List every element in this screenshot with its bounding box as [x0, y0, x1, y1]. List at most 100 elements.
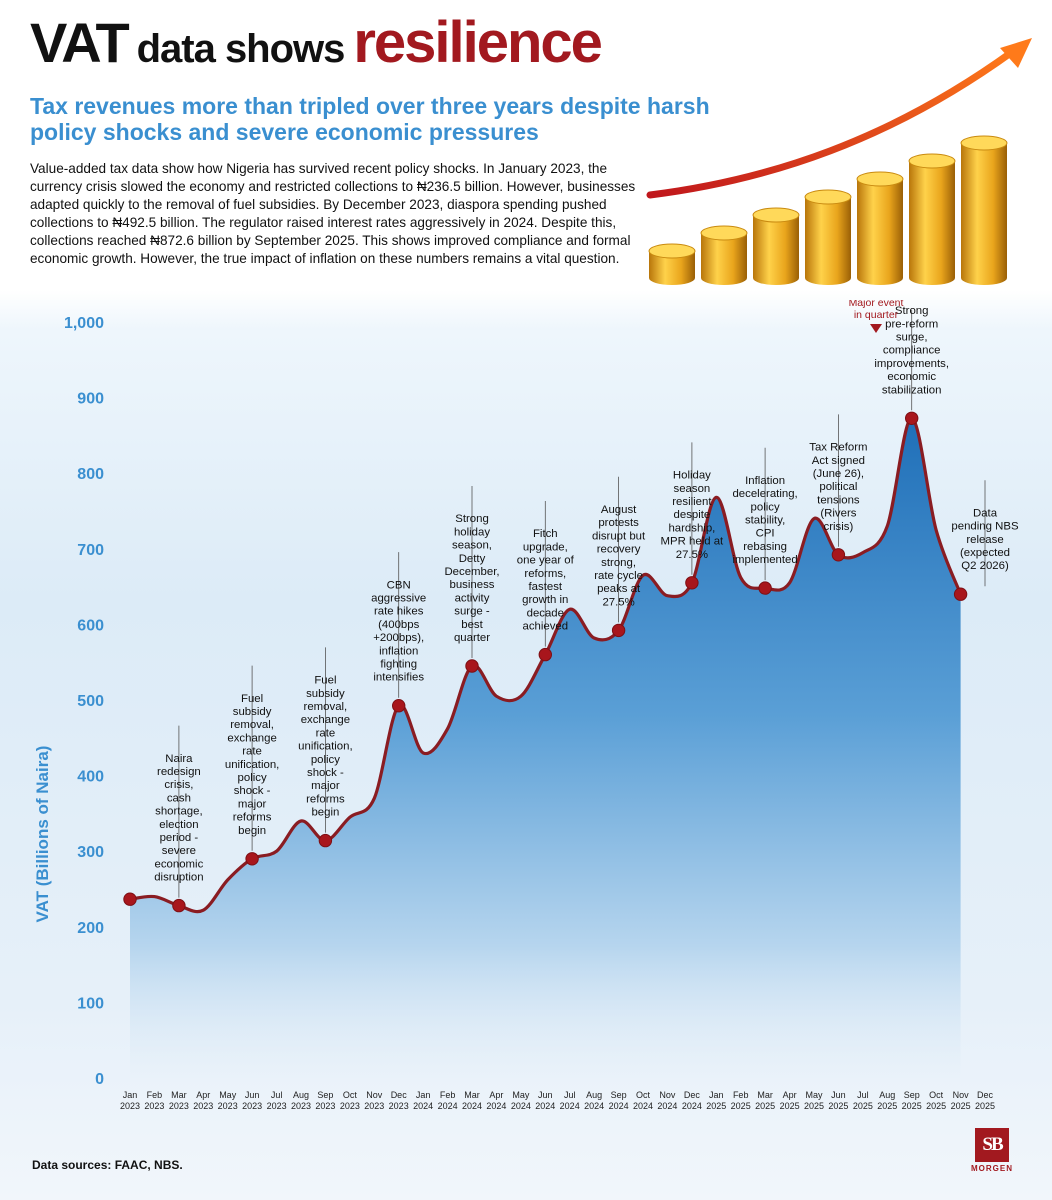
event-annotation: Strong holiday season, Detty December, busine…: [444, 513, 499, 644]
x-tick-label: Mar 2023: [169, 1090, 189, 1111]
x-tick-label: Sep 2024: [609, 1090, 629, 1111]
event-marker: [392, 699, 406, 713]
logo-mark: SB: [975, 1128, 1009, 1162]
y-axis-label: VAT (Billions of Naira): [33, 746, 52, 923]
x-tick-label: Dec 2024: [682, 1090, 702, 1111]
event-annotation: Fitch upgrade, one year of reforms, fastest g…: [517, 528, 575, 632]
event-marker: [685, 576, 699, 590]
y-tick-label: 500: [77, 693, 104, 710]
y-tick-label: 400: [77, 769, 104, 786]
x-tick-label: Dec 2025: [975, 1090, 995, 1111]
x-tick-label: Jan 2025: [706, 1090, 726, 1111]
x-tick-label: Feb 2023: [144, 1090, 164, 1111]
y-tick-label: 900: [77, 391, 104, 408]
x-tick-label: Jun 2024: [535, 1090, 555, 1111]
event-marker: [245, 852, 259, 866]
coin-stack: [752, 207, 800, 285]
event-marker: [172, 898, 186, 913]
lead-paragraph: Value-added tax data show how Nigeria ha…: [30, 161, 636, 266]
x-tick-label: Aug 2024: [584, 1090, 604, 1111]
x-tick-label: Jan 2023: [120, 1090, 140, 1111]
y-tick-label: 1,000: [64, 315, 104, 332]
x-tick-label: Apr 2023: [193, 1090, 213, 1111]
markers-layer: [123, 411, 968, 913]
annotations-layer: Naira redesign crisis, cash shortage, electio…: [154, 305, 1019, 884]
event-marker: [318, 833, 333, 848]
vat-area: [130, 418, 961, 1078]
data-source: Data sources: FAAC, NBS.: [32, 1158, 183, 1172]
x-tick-label: Jan 2024: [413, 1090, 433, 1111]
x-tick-label: Oct 2024: [633, 1090, 653, 1111]
event-marker: [758, 581, 772, 595]
event-annotation: August protests disrupt but recovery strong,…: [592, 504, 646, 608]
logo-text: MORGEN: [971, 1164, 1013, 1173]
x-tick-label: Feb 2024: [438, 1090, 458, 1111]
event-marker: [905, 411, 919, 426]
y-tick-label: 0: [95, 1071, 104, 1088]
x-tick-label: Jul 2023: [267, 1090, 287, 1111]
event-annotation: Strong pre-reform surge, compliance improvem…: [874, 305, 949, 396]
x-tick-label: Jul 2024: [560, 1090, 580, 1111]
y-tick-label: 300: [77, 844, 104, 861]
event-marker: [465, 659, 479, 673]
event-marker: [611, 623, 626, 638]
coin-stack: [648, 243, 696, 285]
sb-morgen-logo: SB MORGEN: [960, 1128, 1024, 1180]
x-tick-label: Nov 2023: [364, 1090, 384, 1111]
leader-lines-layer: [178, 310, 986, 898]
event-marker: [123, 892, 137, 906]
rising-coin-stacks-with-arrow-icon: [646, 38, 1032, 285]
x-tick-label: Mar 2024: [462, 1090, 482, 1111]
x-tick-label: May 2025: [804, 1090, 824, 1111]
coin-stack: [856, 171, 904, 285]
legend: Major event in quarter: [849, 300, 904, 333]
coin-stack: [804, 189, 852, 285]
y-tick-label: 200: [77, 920, 104, 937]
y-axis: 0 100 200 300 400 500 600 700 800 900 1,000: [64, 315, 104, 1088]
event-annotation: Inflation decelerating, policy stability, CP…: [732, 475, 797, 566]
event-annotation: Holiday season resilient despite hardship, MP…: [661, 470, 725, 561]
event-annotation: Data pending NBS release (expected Q2 2026): [951, 507, 1019, 572]
event-marker: [538, 647, 552, 662]
event-annotation: Fuel subsidy removal, exchange rate unificati…: [298, 675, 352, 819]
y-tick-label: 600: [77, 617, 104, 634]
x-tick-label: Aug 2025: [877, 1090, 897, 1111]
x-tick-label: Mar 2025: [755, 1090, 775, 1111]
y-tick-label: 700: [77, 542, 104, 559]
x-tick-label: Apr 2025: [780, 1090, 800, 1111]
legend-label-line1: Major event: [849, 300, 904, 309]
event-marker: [831, 548, 846, 562]
event-marker: [953, 587, 968, 601]
coin-stack: [960, 135, 1008, 285]
x-tick-label: Oct 2025: [926, 1090, 946, 1111]
title-middle: data shows: [136, 27, 346, 71]
coin-stack: [908, 153, 956, 285]
x-tick-label: Sep 2025: [902, 1090, 922, 1111]
legend-marker-icon: [870, 324, 882, 333]
x-tick-label: Nov 2024: [657, 1090, 677, 1111]
x-tick-label: Feb 2025: [731, 1090, 751, 1111]
page-title: VAT data shows resilience: [30, 11, 603, 74]
legend-label-line2: in quarter: [854, 309, 899, 321]
vat-area-chart: 0 100 200 300 400 500 600 700 800 900 1,000 Jan 202…: [33, 300, 1019, 1111]
title-vat: VAT: [30, 11, 130, 74]
x-tick-label: Sep 2023: [315, 1090, 335, 1111]
x-tick-label: Dec 2023: [389, 1090, 409, 1111]
x-tick-label: Jul 2025: [853, 1090, 873, 1111]
x-tick-label: Aug 2023: [291, 1090, 311, 1111]
coin-stack: [700, 225, 748, 285]
x-tick-label: Apr 2024: [486, 1090, 506, 1111]
x-tick-label: Jun 2025: [828, 1090, 848, 1111]
y-tick-label: 800: [77, 466, 104, 483]
x-tick-label: Jun 2023: [242, 1090, 262, 1111]
title-highlight: resilience: [353, 10, 603, 75]
event-annotation: Tax Reform Act signed (June 26), political t…: [809, 442, 867, 533]
event-annotation: Naira redesign crisis, cash shortage, electio…: [154, 753, 203, 884]
event-annotation: CBN aggressive rate hikes (400bps +200bps), i…: [371, 579, 426, 683]
y-tick-label: 100: [77, 995, 104, 1012]
x-tick-label: Nov 2025: [951, 1090, 971, 1111]
event-annotation: Fuel subsidy removal, exchange rate unificati…: [225, 693, 279, 837]
x-tick-label: May 2024: [511, 1090, 531, 1111]
x-tick-label: May 2023: [218, 1090, 238, 1111]
